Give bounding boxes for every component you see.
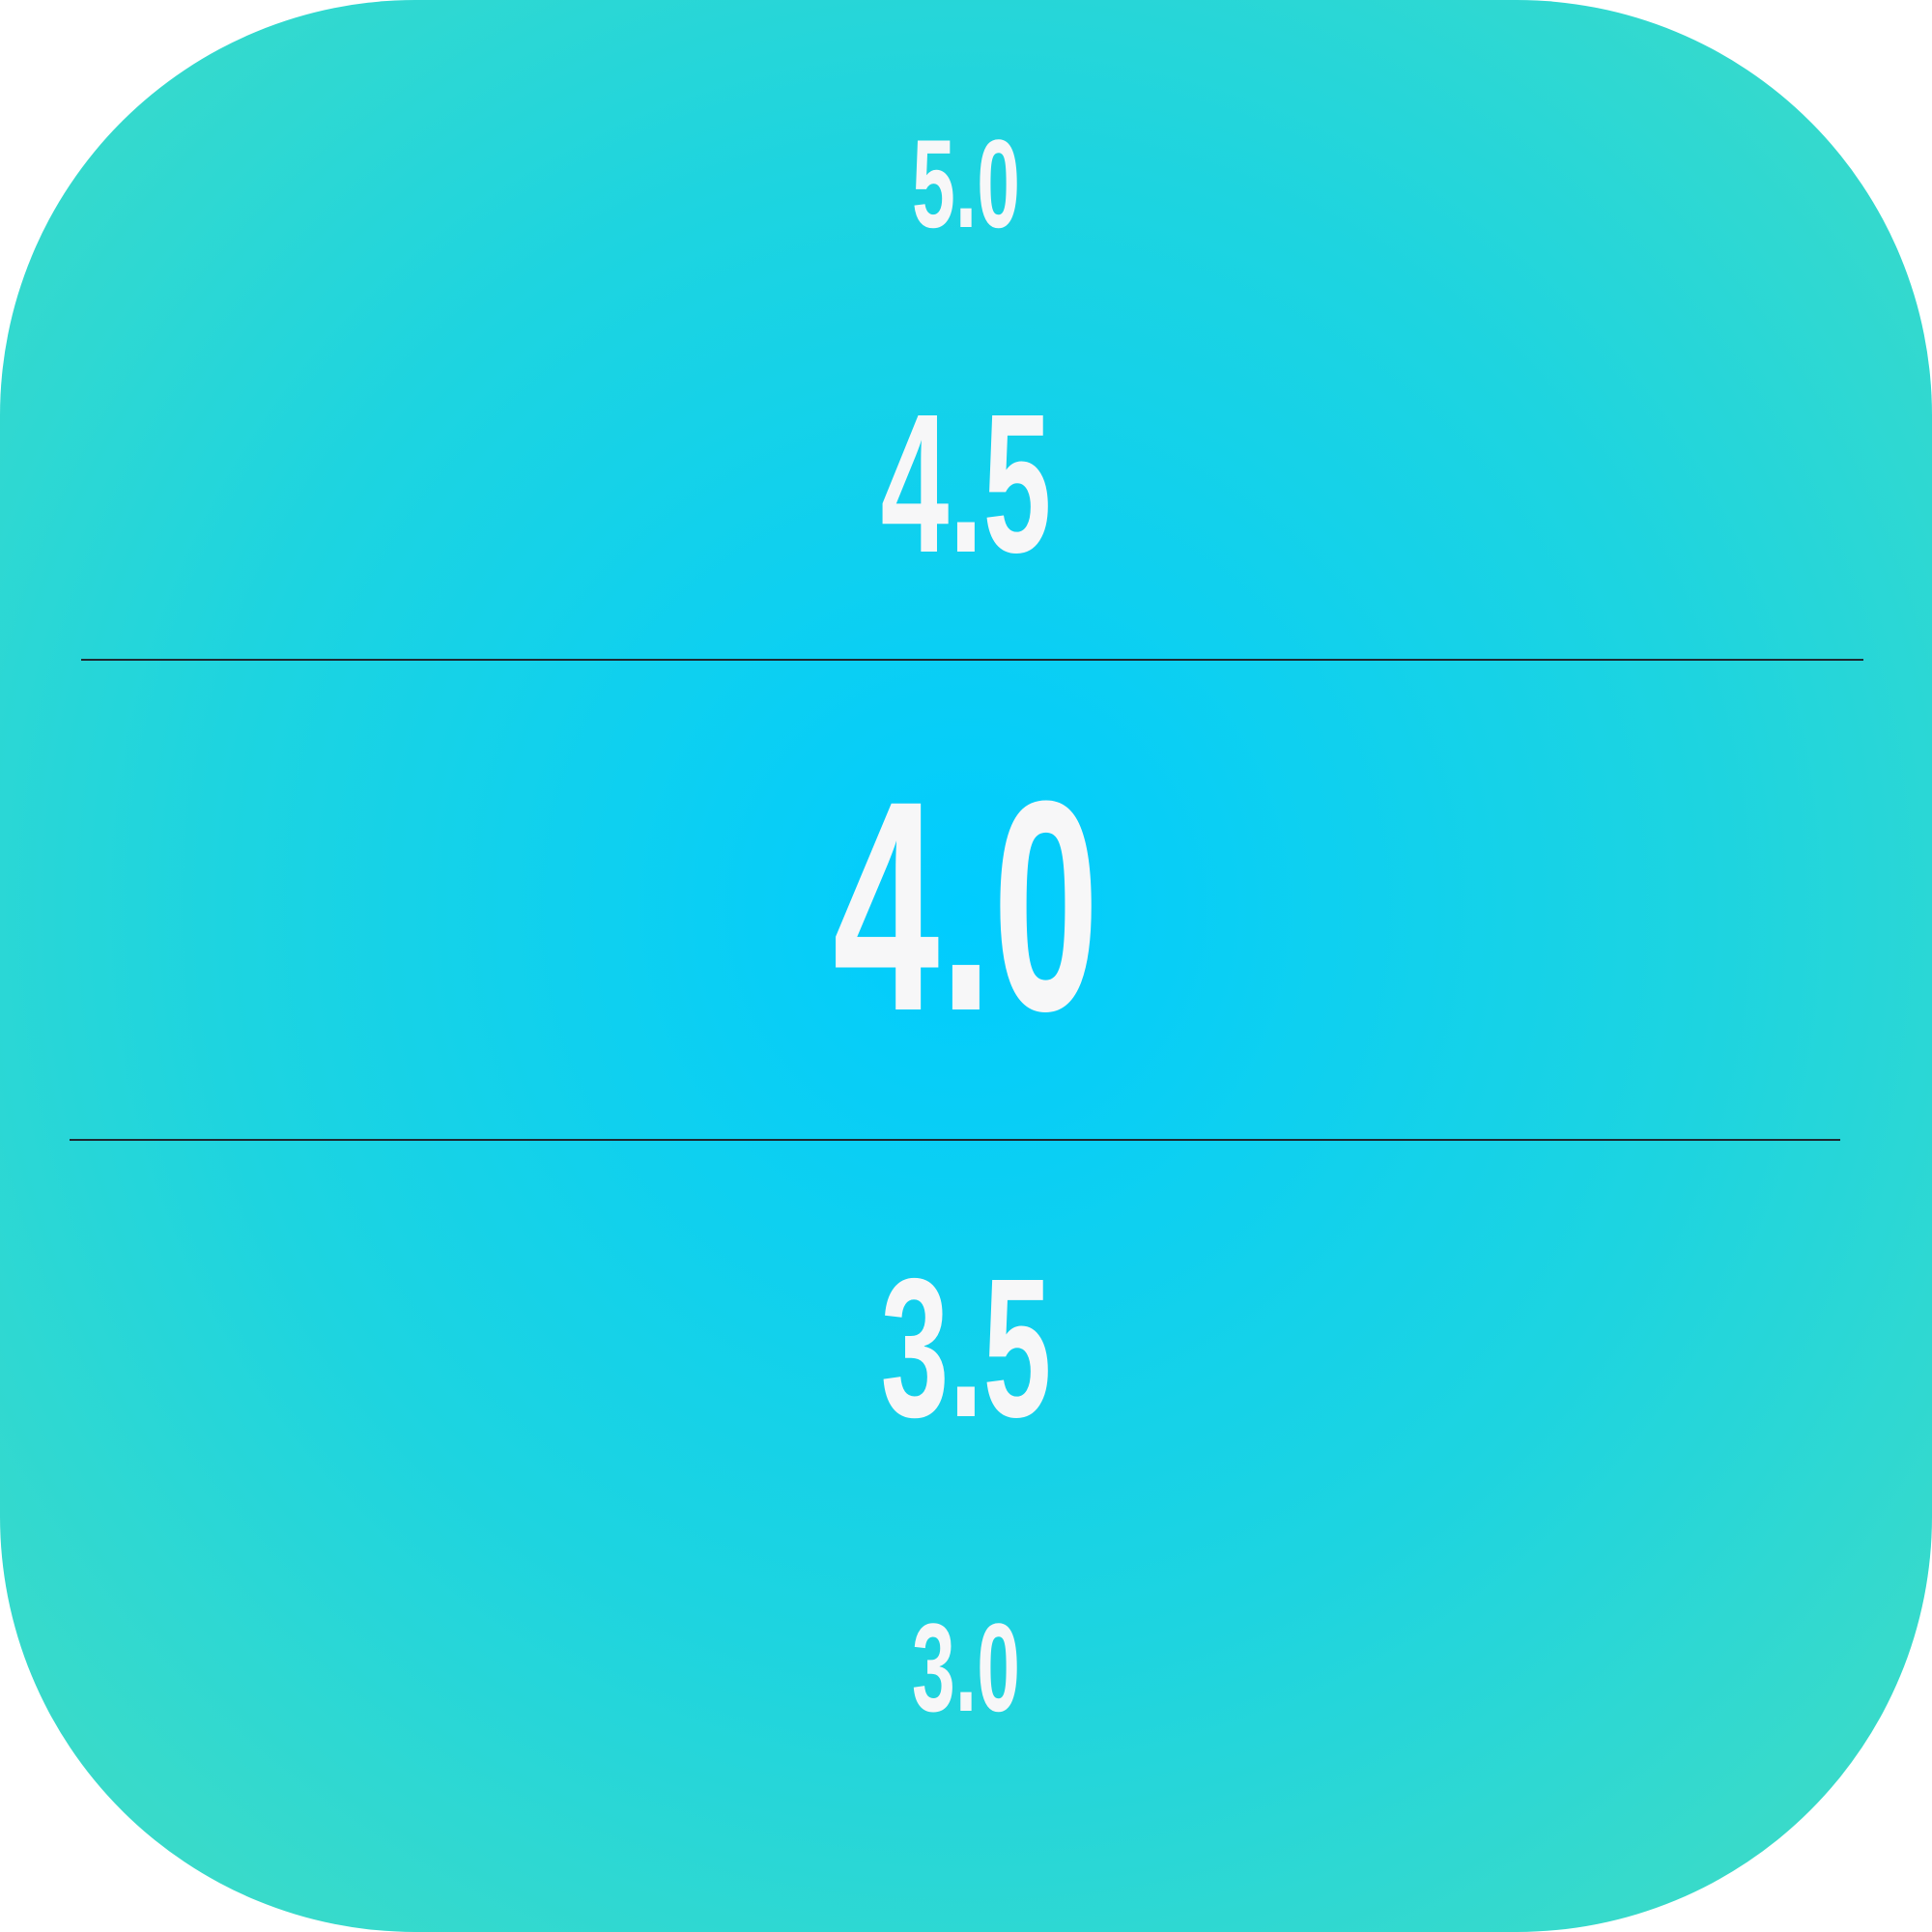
picker-value-above-2[interactable]: 5.0 <box>911 113 1021 254</box>
selection-divider-bottom <box>70 1139 1840 1141</box>
picker-value-selected[interactable]: 4.0 <box>833 738 1099 1073</box>
selection-divider-top <box>81 659 1863 661</box>
picker-value-below-1[interactable]: 3.5 <box>880 1237 1052 1459</box>
picker-value-below-2[interactable]: 3.0 <box>911 1597 1021 1738</box>
picker-value-above-1[interactable]: 4.5 <box>880 373 1052 594</box>
